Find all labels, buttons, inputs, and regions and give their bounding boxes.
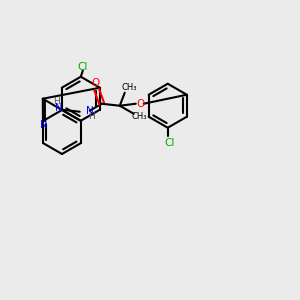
- Text: H: H: [54, 98, 60, 106]
- Text: H: H: [88, 112, 95, 121]
- Text: O: O: [136, 99, 145, 109]
- Text: N: N: [55, 103, 63, 113]
- Text: N: N: [40, 120, 48, 130]
- Text: O: O: [92, 78, 100, 88]
- Text: CH₃: CH₃: [132, 112, 148, 121]
- Text: Cl: Cl: [78, 62, 88, 72]
- Text: Cl: Cl: [165, 138, 175, 148]
- Text: N: N: [86, 106, 94, 116]
- Text: CH₃: CH₃: [122, 83, 137, 92]
